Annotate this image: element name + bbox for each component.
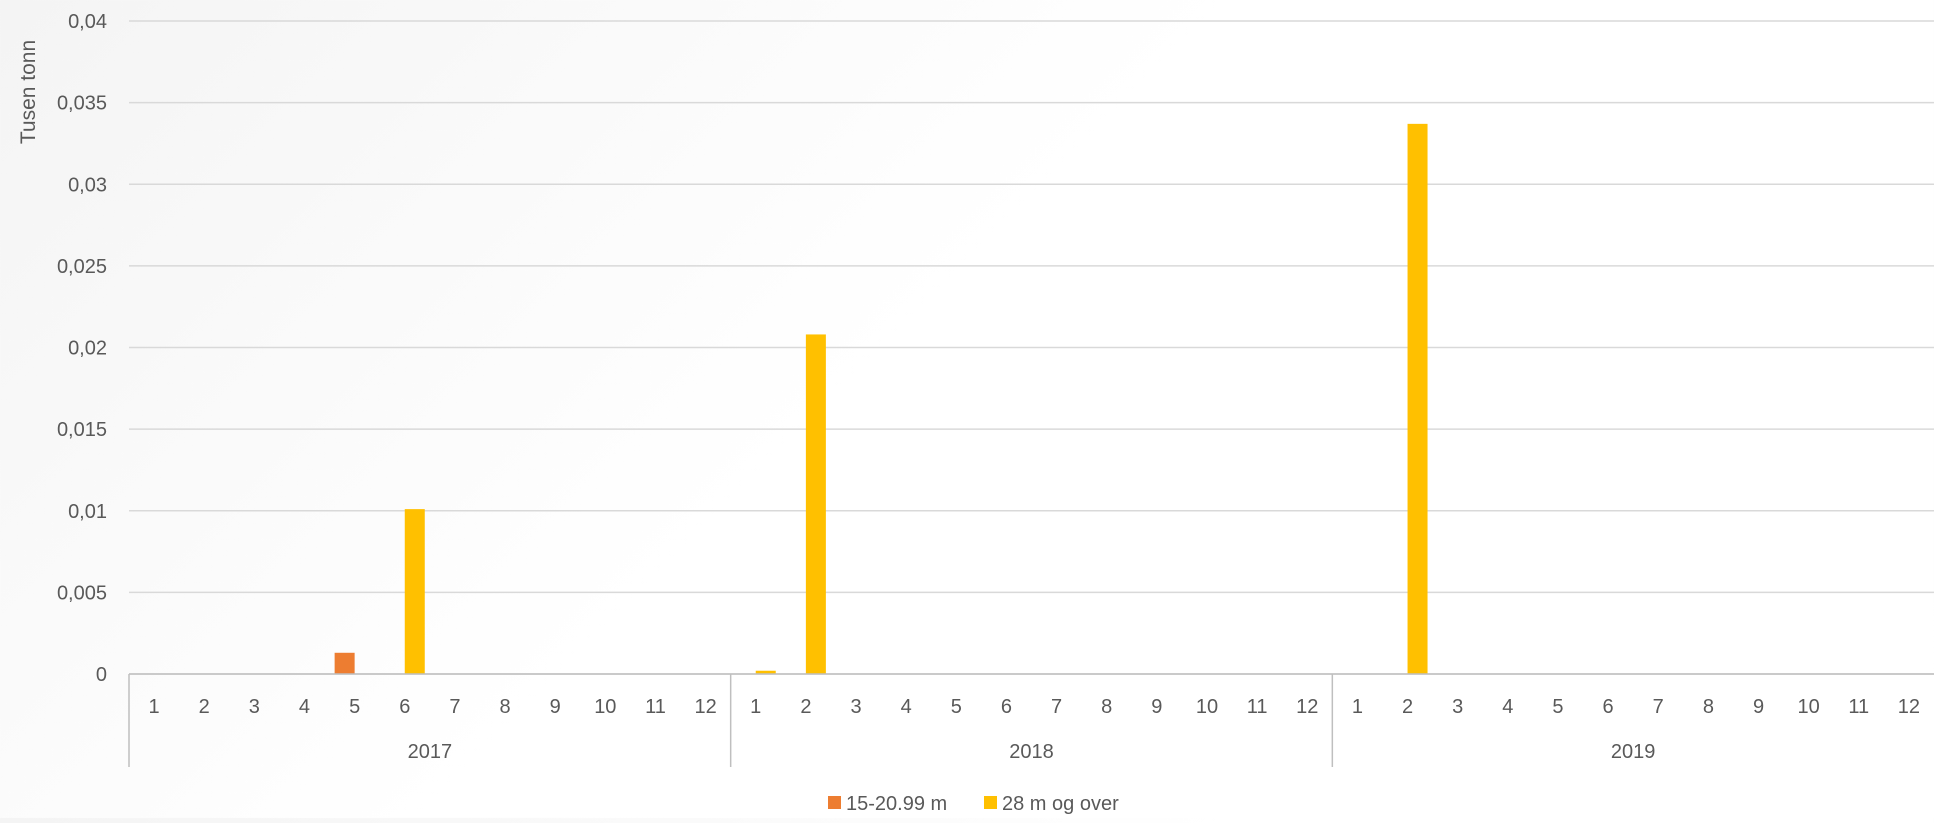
bar: [805, 334, 826, 674]
x-tick-label: 4: [901, 696, 912, 718]
x-tick-label: 1: [149, 696, 160, 718]
y-tick-label: 0,035: [57, 93, 107, 115]
x-tick-label: 2: [199, 696, 210, 718]
legend-label: 28 m og over: [1002, 793, 1119, 815]
x-tick-label: 6: [399, 696, 410, 718]
x-tick-label: 3: [1452, 696, 1463, 718]
x-tick-label: 3: [850, 696, 861, 718]
x-tick-label: 5: [349, 696, 360, 718]
y-tick-label: 0,01: [68, 501, 107, 523]
y-axis-label: Tusen tonn: [17, 40, 40, 144]
x-tick-label: 12: [1898, 696, 1920, 718]
x-tick-label: 11: [1247, 696, 1268, 718]
bar: [755, 670, 776, 674]
x-tick-label: 9: [550, 696, 561, 718]
x-tick-label: 9: [1151, 696, 1162, 718]
x-tick-label: 11: [645, 696, 666, 718]
y-axis-ticks: 0 0,005 0,01 0,015 0,02 0,025 0,03 0,035 0,04: [57, 11, 107, 686]
x-tick-label: 2: [800, 696, 811, 718]
y-tick-label: 0,03: [68, 174, 107, 196]
x-tick-label: 8: [1101, 696, 1112, 718]
y-tick-label: 0,025: [57, 256, 107, 278]
bar: [1407, 123, 1428, 674]
legend-swatch: [984, 796, 997, 809]
legend: 15-20.99 m 28 m og over: [828, 793, 1119, 815]
x-group-label: 2018: [1009, 741, 1054, 763]
x-tick-label: 7: [449, 696, 460, 718]
x-tick-label: 8: [499, 696, 510, 718]
x-tick-label: 12: [694, 696, 716, 718]
x-tick-label: 7: [1653, 696, 1664, 718]
y-tick-label: 0,005: [57, 582, 107, 604]
x-tick-label: 12: [1296, 696, 1318, 718]
legend-label: 15-20.99 m: [846, 793, 947, 815]
x-group-label: 2019: [1611, 741, 1656, 763]
x-tick-label: 4: [299, 696, 310, 718]
x-tick-label: 11: [1848, 696, 1869, 718]
x-tick-label: 1: [750, 696, 761, 718]
x-tick-label: 6: [1001, 696, 1012, 718]
x-tick-label: 10: [1798, 696, 1820, 718]
legend-swatch: [828, 796, 841, 809]
bar: [404, 509, 425, 674]
x-axis: 1 2 3 4 5 6 7 8 9 10 11 12 1 2 3 4 5 6 7 8 9 10 11 12 1 2 3 4 5 6 7 8 9 1…: [128, 673, 1934, 767]
y-tick-label: 0,015: [57, 419, 107, 441]
x-tick-label: 8: [1703, 696, 1714, 718]
x-tick-label: 9: [1753, 696, 1764, 718]
gridlines: [129, 20, 1934, 675]
x-tick-label: 6: [1603, 696, 1614, 718]
bars: [334, 123, 1428, 674]
x-tick-label: 3: [249, 696, 260, 718]
y-tick-label: 0,02: [68, 338, 107, 360]
x-tick-label: 4: [1502, 696, 1513, 718]
x-group-label: 2017: [408, 741, 453, 763]
x-tick-label: 2: [1402, 696, 1413, 718]
x-tick-label: 7: [1051, 696, 1062, 718]
x-tick-label: 5: [1552, 696, 1563, 718]
x-tick-label: 10: [1196, 696, 1218, 718]
y-tick-label: 0: [96, 664, 107, 686]
bar: [334, 652, 355, 674]
x-tick-label: 1: [1352, 696, 1363, 718]
x-tick-label: 10: [594, 696, 616, 718]
y-tick-label: 0,04: [68, 11, 107, 33]
x-tick-label: 5: [951, 696, 962, 718]
